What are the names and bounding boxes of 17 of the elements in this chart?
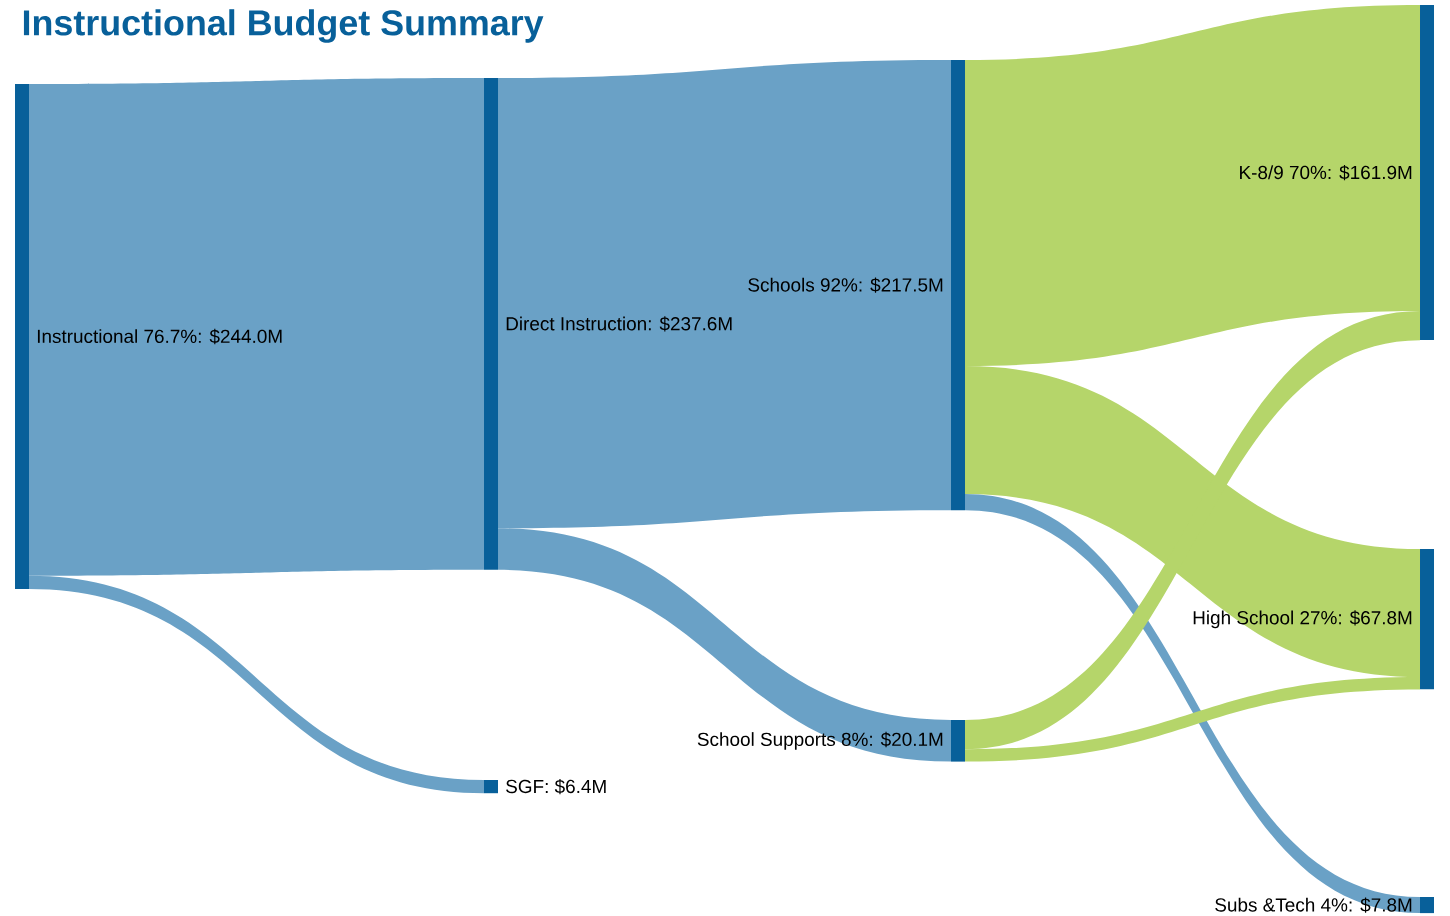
data-label: : $20.1M [870,731,943,748]
category-label: K-8/9 70% [1240,165,1327,180]
data-label: : $244.0M [198,328,282,345]
text: Instructional Budget Summary [23,9,544,43]
data-label: : $7.8M [1349,897,1412,913]
category-label: Instructional 76.7% [37,329,197,344]
data-label: : $217.5M [859,277,943,293]
category-label: SGF [506,779,544,794]
data-label: : $67.8M [1339,610,1412,626]
category-label: School Supports 8% [697,732,868,750]
category-label: High School 27% [1193,610,1337,629]
category-label: Schools 92% [748,277,858,292]
data-label: : $6.4M [545,779,606,795]
category-label: Direct Instruction [506,316,646,331]
category-label: Subs &Tech 4% [1215,897,1348,912]
data-label: : $237.6M [648,316,732,332]
data-label: : $161.9M [1328,165,1412,181]
